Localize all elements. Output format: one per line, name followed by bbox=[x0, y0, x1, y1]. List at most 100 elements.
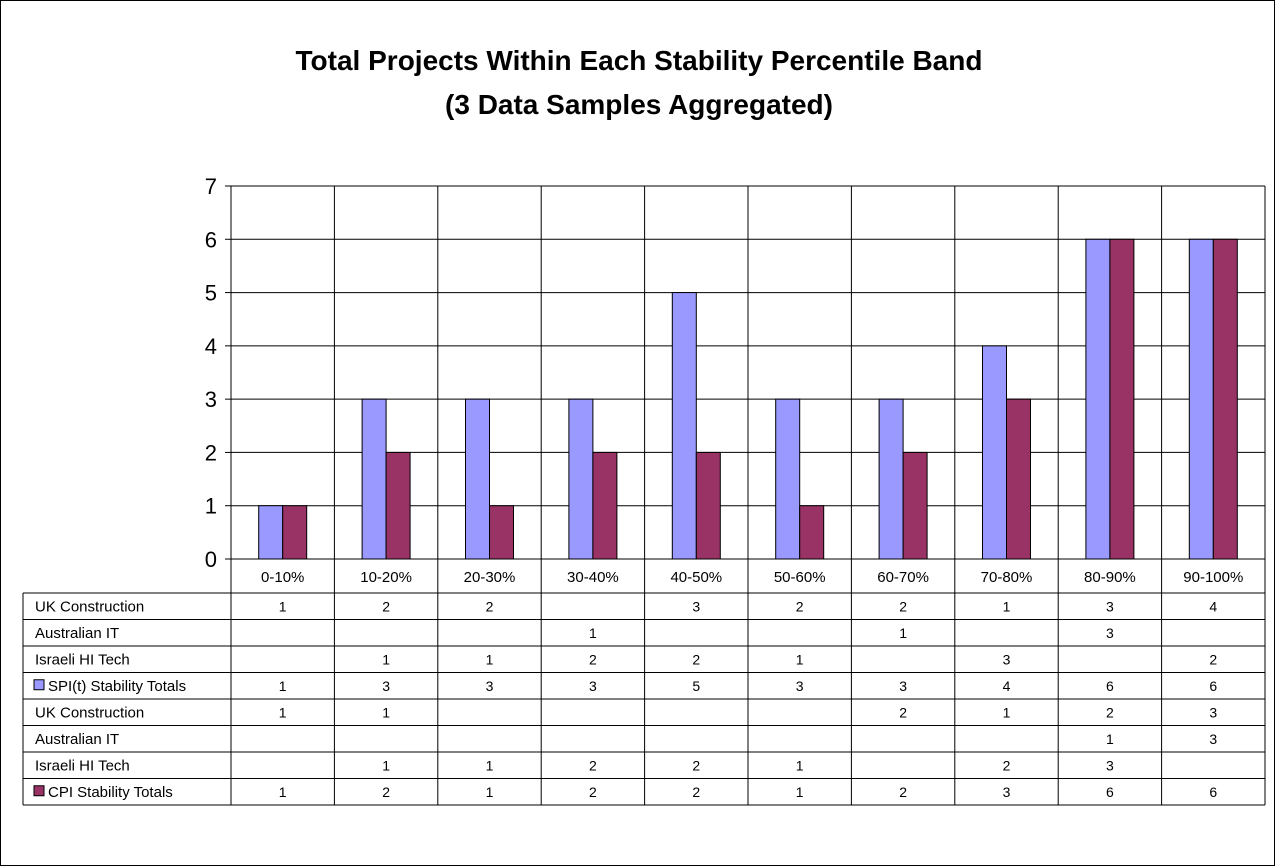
table-cell: 1 bbox=[589, 625, 597, 641]
bar-cpi-40-50% bbox=[695, 451, 721, 560]
bar-spi-20-30% bbox=[465, 398, 490, 560]
y-tick-label: 7 bbox=[205, 174, 217, 199]
category-label: 90-100% bbox=[1183, 569, 1243, 586]
table-cell: 1 bbox=[382, 704, 390, 720]
table-cell: 2 bbox=[1209, 651, 1217, 667]
y-tick-label: 0 bbox=[205, 547, 217, 572]
bar-spi-60-70% bbox=[878, 398, 904, 560]
table-cell: 3 bbox=[1003, 651, 1011, 667]
table-cell: 3 bbox=[486, 678, 494, 694]
table-cell: 4 bbox=[1209, 598, 1217, 614]
bar-cpi-80-90% bbox=[1109, 238, 1135, 560]
bar-spi-50-60% bbox=[775, 398, 801, 560]
table-cell: 1 bbox=[382, 757, 390, 773]
table-cell: 2 bbox=[589, 757, 597, 773]
y-tick-label: 5 bbox=[205, 281, 217, 306]
table-cell: 1 bbox=[796, 757, 804, 773]
y-axis: 0 1 2 3 4 5 6 7 bbox=[205, 174, 231, 572]
table-cell: 3 bbox=[692, 598, 700, 614]
table-cell: 1 bbox=[486, 784, 494, 800]
category-label: 80-90% bbox=[1084, 569, 1136, 586]
bar-spi-70-80% bbox=[982, 345, 1007, 560]
bar-cpi-10-20% bbox=[385, 451, 411, 560]
bar-cpi-20-30% bbox=[489, 505, 514, 560]
table-cell: 1 bbox=[796, 651, 804, 667]
chart-title-line2: (3 Data Samples Aggregated) bbox=[445, 89, 833, 120]
category-label: 30-40% bbox=[567, 569, 619, 586]
legend-swatch bbox=[33, 679, 45, 691]
gridlines bbox=[230, 185, 1266, 805]
y-tick-label: 4 bbox=[205, 334, 217, 359]
table-row-label: UK Construction bbox=[35, 704, 144, 721]
table-row-label: CPI Stability Totals bbox=[48, 784, 173, 801]
table-cell: 1 bbox=[279, 678, 287, 694]
category-label: 20-30% bbox=[464, 569, 516, 586]
bar-cpi-60-70% bbox=[902, 451, 928, 560]
table-cell: 3 bbox=[1106, 757, 1114, 773]
table-cell: 2 bbox=[382, 598, 390, 614]
table-cell: 3 bbox=[1003, 784, 1011, 800]
table-cell: 2 bbox=[692, 651, 700, 667]
y-tick-label: 2 bbox=[205, 440, 217, 465]
bar-cpi-70-80% bbox=[1006, 398, 1031, 560]
category-label: 10-20% bbox=[360, 569, 412, 586]
bar-cpi-90-100% bbox=[1212, 238, 1238, 560]
table-cell: 3 bbox=[382, 678, 390, 694]
bar-cpi-50-60% bbox=[799, 505, 825, 560]
table-cell: 1 bbox=[279, 598, 287, 614]
table-cell: 1 bbox=[796, 784, 804, 800]
table-cell: 2 bbox=[589, 651, 597, 667]
table-cell: 3 bbox=[1106, 625, 1114, 641]
y-tick-label: 6 bbox=[205, 227, 217, 252]
table-cell: 1 bbox=[1003, 598, 1011, 614]
table-cell: 2 bbox=[796, 598, 804, 614]
table-cell: 3 bbox=[1209, 704, 1217, 720]
legend-swatch bbox=[33, 785, 45, 797]
chart-title-line1: Total Projects Within Each Stability Per… bbox=[296, 45, 983, 76]
table-cell: 6 bbox=[1106, 678, 1114, 694]
table-cell: 2 bbox=[1003, 757, 1011, 773]
table-cell: 6 bbox=[1209, 784, 1217, 800]
y-tick-label: 3 bbox=[205, 387, 217, 412]
table-cell: 2 bbox=[486, 598, 494, 614]
table-cell: 2 bbox=[899, 598, 907, 614]
table-cell: 2 bbox=[692, 784, 700, 800]
table-cell: 2 bbox=[692, 757, 700, 773]
bar-spi-90-100% bbox=[1188, 238, 1214, 560]
bar-spi-10-20% bbox=[361, 398, 387, 560]
table-cell: 2 bbox=[899, 784, 907, 800]
table-cell: 2 bbox=[899, 704, 907, 720]
table-row-label: Israeli HI Tech bbox=[35, 651, 130, 668]
category-label: 40-50% bbox=[670, 569, 722, 586]
table-row-label: UK Construction bbox=[35, 598, 144, 615]
table-cell: 1 bbox=[486, 651, 494, 667]
category-label: 70-80% bbox=[981, 569, 1033, 586]
bars bbox=[258, 238, 1238, 560]
table-cell: 3 bbox=[899, 678, 907, 694]
category-label: 0-10% bbox=[261, 569, 304, 586]
table-cell: 1 bbox=[899, 625, 907, 641]
bar-spi-0-10% bbox=[258, 505, 284, 560]
table-cell: 1 bbox=[382, 651, 390, 667]
table-row-label: Australian IT bbox=[35, 731, 119, 748]
table-cell: 3 bbox=[1106, 598, 1114, 614]
table-cell: 6 bbox=[1209, 678, 1217, 694]
table-cell: 4 bbox=[1003, 678, 1011, 694]
bar-spi-40-50% bbox=[671, 292, 697, 560]
table-cell: 5 bbox=[692, 678, 700, 694]
bar-cpi-0-10% bbox=[282, 505, 308, 560]
table-cell: 1 bbox=[279, 704, 287, 720]
table-cell: 6 bbox=[1106, 784, 1114, 800]
table-cell: 3 bbox=[796, 678, 804, 694]
table-row-label: Australian IT bbox=[35, 625, 119, 642]
bar-spi-80-90% bbox=[1085, 238, 1111, 560]
table-cell: 2 bbox=[589, 784, 597, 800]
table-cell: 1 bbox=[1106, 731, 1114, 747]
y-tick-label: 1 bbox=[205, 494, 217, 519]
table-cell: 1 bbox=[486, 757, 494, 773]
table-row-label: Israeli HI Tech bbox=[35, 757, 130, 774]
table-cell: 3 bbox=[589, 678, 597, 694]
table-cell: 2 bbox=[1106, 704, 1114, 720]
